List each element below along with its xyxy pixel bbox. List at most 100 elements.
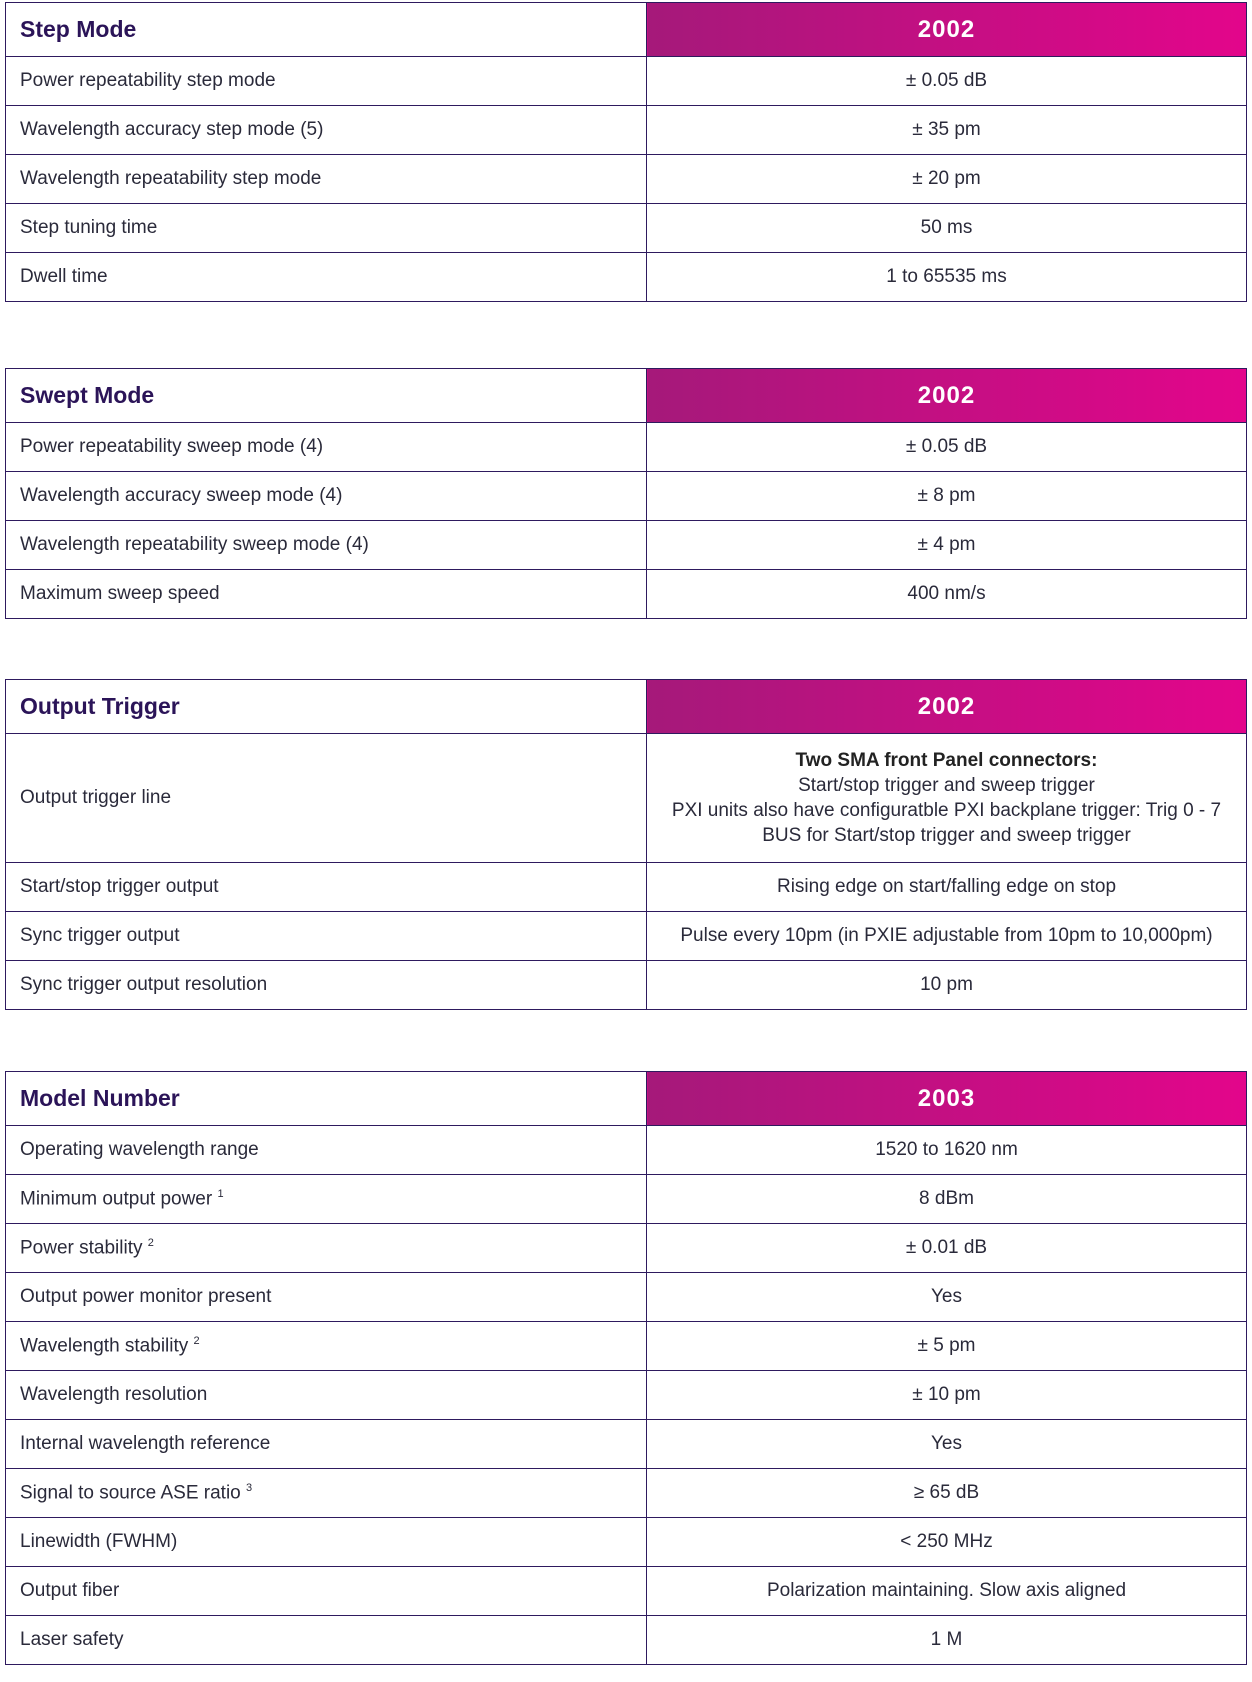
row-label-text: Step tuning time: [20, 217, 158, 238]
row-label: Start/stop trigger output: [5, 862, 647, 912]
row-value: ± 0.05 dB: [646, 422, 1247, 472]
table-row: Step tuning time 50 ms: [5, 203, 1247, 253]
table-header: Step Mode 2002: [5, 2, 1247, 57]
row-label-text: Operating wavelength range: [20, 1139, 259, 1160]
row-value: ± 10 pm: [646, 1370, 1247, 1420]
table-row: Wavelength repeatability step mode ± 20 p…: [5, 154, 1247, 204]
row-value: ± 5 pm: [646, 1321, 1247, 1371]
footnote-ref: 2: [147, 1236, 154, 1249]
row-value: ± 4 pm: [646, 520, 1247, 570]
row-label: Internal wavelength reference: [5, 1419, 647, 1469]
row-label: Minimum output power 1: [5, 1174, 647, 1224]
row-value: Rising edge on start/falling edge on sto…: [646, 862, 1247, 912]
table-row: Wavelength accuracy step mode (5) ± 35 pm: [5, 105, 1247, 155]
row-label: Linewidth (FWHM): [5, 1517, 647, 1567]
row-label: Power repeatability step mode: [5, 56, 647, 106]
row-label-text: Signal to source ASE ratio: [20, 1482, 241, 1504]
table-row: Wavelength accuracy sweep mode (4) ± 8 pm: [5, 471, 1247, 521]
row-label-text: Sync trigger output resolution: [20, 974, 268, 995]
section-title: Model Number: [5, 1071, 647, 1126]
row-label: Operating wavelength range: [5, 1125, 647, 1175]
row-label-text: Power repeatability sweep mode (4): [20, 436, 324, 457]
table-row: Power repeatability sweep mode (4) ± 0.05…: [5, 422, 1247, 472]
table-row: Output power monitor present Yes: [5, 1272, 1247, 1322]
row-value: ± 35 pm: [646, 105, 1247, 155]
step-mode-table: Step Mode 2002 Power repeatability step …: [5, 2, 1247, 302]
row-value: 1520 to 1620 nm: [646, 1125, 1247, 1175]
row-label: Power repeatability sweep mode (4): [5, 422, 647, 472]
table-row: Wavelength repeatability sweep mode (4) ±…: [5, 520, 1247, 570]
section-title: Swept Mode: [5, 368, 647, 423]
row-value: 1 M: [646, 1615, 1247, 1665]
row-value: Pulse every 10pm (in PXIE adjustable fro…: [646, 911, 1247, 961]
section-title: Step Mode: [5, 2, 647, 57]
table-row: Internal wavelength reference Yes: [5, 1419, 1247, 1469]
table-header: Swept Mode 2002: [5, 368, 1247, 423]
swept-mode-table: Swept Mode 2002 Power repeatability swee…: [5, 368, 1247, 619]
table-row: Operating wavelength range 1520 to 1620 n…: [5, 1125, 1247, 1175]
footnote-ref: 2: [193, 1334, 200, 1347]
row-value: 10 pm: [646, 960, 1247, 1010]
row-value: Two SMA front Panel connectors: Start/st…: [646, 733, 1247, 863]
row-label-text: Laser safety: [20, 1629, 124, 1650]
table-header: Output Trigger 2002: [5, 679, 1247, 734]
table-row: Start/stop trigger output Rising edge on …: [5, 862, 1247, 912]
row-label: Step tuning time: [5, 203, 647, 253]
row-label: Output fiber: [5, 1566, 647, 1616]
row-label-text: Linewidth (FWHM): [20, 1531, 178, 1552]
row-label-text: Output trigger line: [20, 787, 172, 808]
row-value: ± 8 pm: [646, 471, 1247, 521]
row-value: 8 dBm: [646, 1174, 1247, 1224]
table-row: Output fiber Polarization maintaining. Sl…: [5, 1566, 1247, 1616]
row-label-text: Power stability: [20, 1237, 143, 1259]
row-label-text: Power repeatability step mode: [20, 70, 276, 91]
footnote-ref: 3: [246, 1481, 253, 1494]
table-row: Maximum sweep speed 400 nm/s: [5, 569, 1247, 619]
row-value: ± 20 pm: [646, 154, 1247, 204]
footnote-ref: 1: [217, 1187, 224, 1200]
table-row: Output trigger line Two SMA front Panel …: [5, 733, 1247, 863]
row-label: Wavelength stability 2: [5, 1321, 647, 1371]
value-line: PXI units also have configuratble PXI ba…: [671, 800, 1222, 846]
output-trigger-table: Output Trigger 2002 Output trigger line …: [5, 679, 1247, 1010]
row-label: Output power monitor present: [5, 1272, 647, 1322]
table-row: Wavelength resolution ± 10 pm: [5, 1370, 1247, 1420]
row-label: Wavelength accuracy sweep mode (4): [5, 471, 647, 521]
row-value: ≥ 65 dB: [646, 1468, 1247, 1518]
row-label: Wavelength accuracy step mode (5): [5, 105, 647, 155]
row-label-text: Internal wavelength reference: [20, 1433, 271, 1454]
table-row: Dwell time 1 to 65535 ms: [5, 252, 1247, 302]
row-label-text: Start/stop trigger output: [20, 876, 219, 897]
row-label-text: Wavelength stability: [20, 1335, 189, 1357]
row-value: 1 to 65535 ms: [646, 252, 1247, 302]
section-title: Output Trigger: [5, 679, 647, 734]
row-value: 400 nm/s: [646, 569, 1247, 619]
row-label: Sync trigger output: [5, 911, 647, 961]
value-line: Start/stop trigger and sweep trigger: [798, 775, 1095, 796]
table-row: Sync trigger output Pulse every 10pm (in …: [5, 911, 1247, 961]
row-label: Dwell time: [5, 252, 647, 302]
table-header: Model Number 2003: [5, 1071, 1247, 1126]
row-value: ± 0.01 dB: [646, 1223, 1247, 1273]
row-label-text: Maximum sweep speed: [20, 583, 220, 604]
row-label: Wavelength repeatability sweep mode (4): [5, 520, 647, 570]
row-label: Wavelength repeatability step mode: [5, 154, 647, 204]
row-label: Wavelength resolution: [5, 1370, 647, 1420]
row-label-text: Sync trigger output: [20, 925, 180, 946]
row-label-text: Wavelength accuracy step mode (5): [20, 119, 324, 140]
row-value: ± 0.05 dB: [646, 56, 1247, 106]
row-label-text: Wavelength repeatability step mode: [20, 168, 322, 189]
row-label-text: Wavelength resolution: [20, 1384, 208, 1405]
row-label-text: Output power monitor present: [20, 1286, 272, 1307]
model-header: 2002: [646, 2, 1247, 57]
row-value: Yes: [646, 1419, 1247, 1469]
row-label: Output trigger line: [5, 733, 647, 863]
row-label: Laser safety: [5, 1615, 647, 1665]
table-row: Power stability 2 ± 0.01 dB: [5, 1223, 1247, 1273]
table-row: Wavelength stability 2 ± 5 pm: [5, 1321, 1247, 1371]
model-header: 2002: [646, 368, 1247, 423]
row-label: Power stability 2: [5, 1223, 647, 1273]
table-row: Laser safety 1 M: [5, 1615, 1247, 1665]
row-value: Polarization maintaining. Slow axis alig…: [646, 1566, 1247, 1616]
